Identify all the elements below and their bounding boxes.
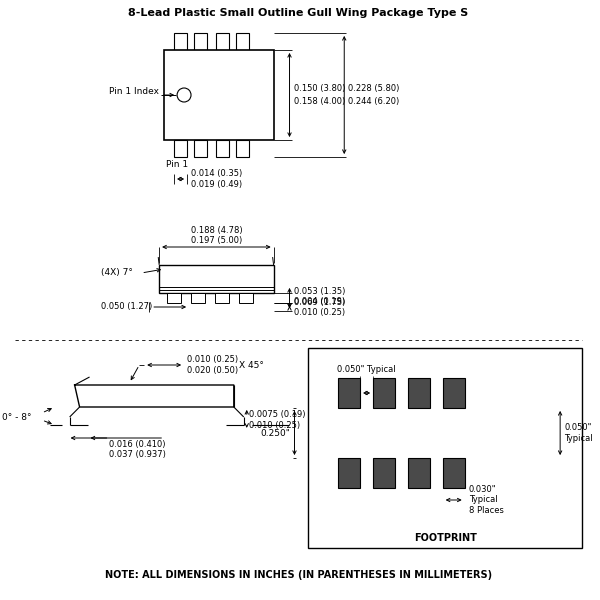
Text: 0.004 (0.19)
0.010 (0.25): 0.004 (0.19) 0.010 (0.25) [293,297,344,317]
Bar [194,140,207,157]
Bar [174,33,187,50]
Text: FOOTPRINT: FOOTPRINT [414,533,476,543]
Text: 0.250": 0.250" [260,428,290,437]
Text: 0.014 (0.35)
0.019 (0.49): 0.014 (0.35) 0.019 (0.49) [191,169,242,188]
Bar [164,50,274,140]
Text: 0.030"
Typical
8 Places: 0.030" Typical 8 Places [469,485,503,515]
Bar [408,378,430,408]
Bar [216,140,229,157]
Bar [236,140,249,157]
Bar [338,378,360,408]
Text: 0° - 8°: 0° - 8° [2,413,31,421]
Bar [216,33,229,50]
Text: 0.228 (5.80): 0.228 (5.80) [348,84,400,93]
Bar [167,293,181,303]
Text: (4X) 7°: (4X) 7° [101,269,133,277]
Bar [373,458,395,488]
Text: 0.244 (6.20): 0.244 (6.20) [348,97,400,106]
Text: Pin 1: Pin 1 [166,160,188,169]
Bar [443,458,464,488]
Bar [194,33,207,50]
Text: 0.053 (1.35)
0.069 (1.75): 0.053 (1.35) 0.069 (1.75) [293,287,345,307]
Text: X 45°: X 45° [239,361,263,370]
Bar [408,458,430,488]
Bar [308,348,582,548]
Bar [215,293,229,303]
Bar [338,458,360,488]
Text: 0.150 (3.80): 0.150 (3.80) [293,84,345,93]
Text: NOTE: ALL DIMENSIONS IN INCHES (IN PARENTHESES IN MILLIMETERS): NOTE: ALL DIMENSIONS IN INCHES (IN PAREN… [105,570,492,580]
Bar [239,293,253,303]
Text: 0.0075 (0.19)
0.010 (0.25): 0.0075 (0.19) 0.010 (0.25) [249,410,305,430]
Bar [373,378,395,408]
Text: 0.050" Typical: 0.050" Typical [337,365,396,374]
Bar [191,293,205,303]
Text: 8-Lead Plastic Small Outline Gull Wing Package Type S: 8-Lead Plastic Small Outline Gull Wing P… [128,8,469,18]
Text: 0.050"
Typical: 0.050" Typical [564,424,593,443]
Text: 0.016 (0.410)
0.037 (0.937): 0.016 (0.410) 0.037 (0.937) [109,440,166,460]
Bar [443,378,464,408]
Circle shape [177,88,191,102]
Text: 0.010 (0.25)
0.020 (0.50): 0.010 (0.25) 0.020 (0.50) [187,355,238,374]
Text: 0.158 (4.00): 0.158 (4.00) [293,97,345,106]
Bar [159,265,274,293]
Bar [236,33,249,50]
Bar [174,140,187,157]
Text: 0.050 (1.27): 0.050 (1.27) [101,302,153,311]
Text: Pin 1 Index: Pin 1 Index [109,88,160,97]
Text: 0.188 (4.78)
0.197 (5.00): 0.188 (4.78) 0.197 (5.00) [191,226,242,245]
